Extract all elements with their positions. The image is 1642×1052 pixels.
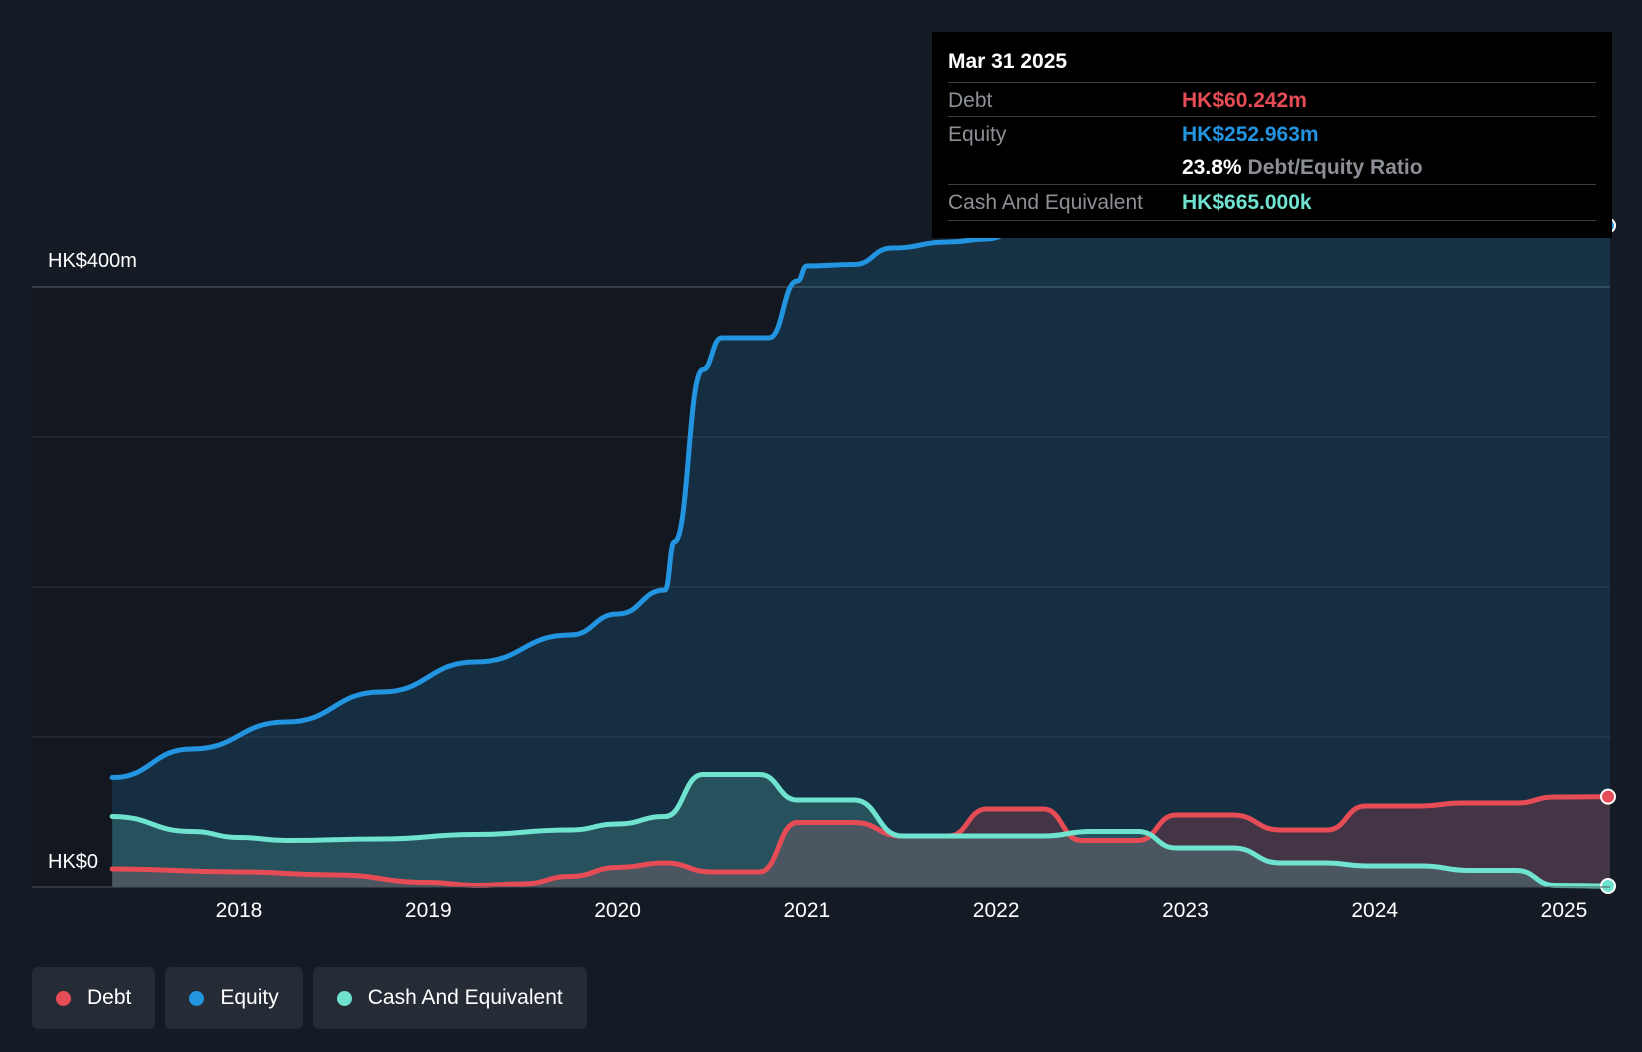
x-tick-label: 2021	[783, 899, 831, 922]
tooltip-date: Mar 31 2025	[948, 50, 1068, 73]
legend-item-cash[interactable]: Cash And Equivalent	[312, 967, 587, 1029]
chart-legend: Debt Equity Cash And Equivalent	[32, 967, 587, 1029]
x-tick-label: 2022	[972, 899, 1020, 922]
tooltip-ratio: 23.8% Debt/Equity Ratio	[1182, 156, 1423, 180]
y-tick-label-max: HK$400m	[48, 250, 137, 272]
tooltip-debt-label: Debt	[948, 89, 993, 112]
tooltip-cash-label: Cash And Equivalent	[948, 191, 1143, 214]
tooltip-ratio-label: Debt/Equity Ratio	[1247, 156, 1423, 179]
series-areas	[112, 203, 1612, 887]
equity-area	[112, 203, 1612, 887]
cash-end-marker[interactable]	[1600, 878, 1616, 895]
tooltip-equity-value: HK$252.963m	[1182, 123, 1319, 146]
tooltip-bottom-rule	[948, 220, 1596, 221]
legend-cash-dot-icon	[336, 990, 352, 1006]
tooltip-row-cash: Cash And Equivalent HK$665.000k	[948, 184, 1596, 219]
legend-equity-dot-icon	[189, 990, 205, 1006]
debt-area	[112, 796, 1612, 887]
x-tick-label: 2018	[215, 899, 263, 922]
tooltip-debt-value: HK$60.242m	[1182, 89, 1307, 112]
y-tick-label-zero: HK$0	[48, 851, 99, 873]
cash-line	[109, 772, 1614, 889]
tooltip-equity-label: Equity	[948, 123, 1007, 146]
x-tick-label: 2024	[1351, 899, 1399, 922]
tooltip-row-debt: Debt HK$60.242m	[948, 82, 1596, 117]
x-tick-label: 2025	[1540, 899, 1588, 922]
x-tick-label: 2020	[594, 899, 641, 922]
tooltip-row-ratio: 23.8% Debt/Equity Ratio	[948, 150, 1596, 184]
grid-lines	[32, 286, 1610, 738]
tooltip-row-equity: Equity HK$252.963m	[948, 116, 1596, 151]
legend-equity-label: Equity	[220, 986, 279, 1009]
x-tick-label: 2023	[1162, 899, 1209, 922]
legend-cash-label: Cash And Equivalent	[367, 986, 563, 1009]
hover-tooltip: Mar 31 2025 Debt HK$60.242m Equity HK$25…	[932, 32, 1612, 238]
legend-debt-label: Debt	[87, 986, 132, 1009]
legend-debt-dot-icon	[56, 990, 71, 1006]
cash-area	[112, 774, 1612, 887]
debt-end-marker[interactable]	[1600, 788, 1616, 805]
x-tick-label: 2019	[404, 899, 452, 922]
tooltip-ratio-value: 23.8%	[1182, 156, 1242, 179]
tooltip-cash-value: HK$665.000k	[1182, 191, 1312, 214]
legend-item-debt[interactable]: Debt	[32, 967, 156, 1029]
legend-item-equity[interactable]: Equity	[165, 967, 303, 1029]
